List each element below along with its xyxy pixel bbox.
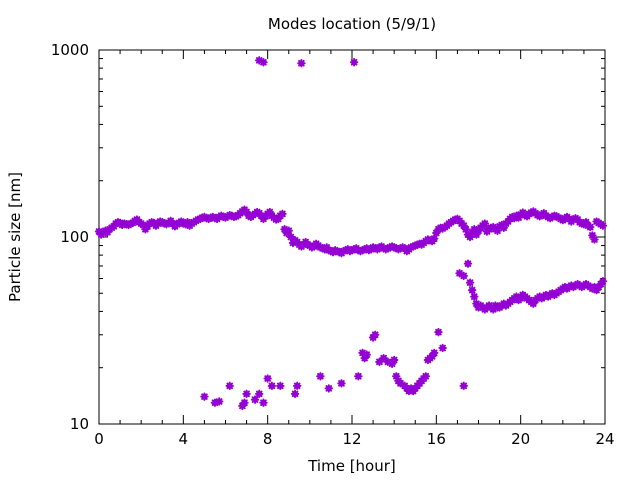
data-point — [349, 58, 359, 67]
data-point — [434, 327, 443, 337]
data-point — [586, 222, 595, 232]
data-point — [280, 225, 289, 234]
data-point — [493, 226, 502, 235]
data-point — [375, 357, 384, 367]
plot-area: 0 4 8 12 16 20 24 10 100 1000 — [51, 41, 615, 448]
data-point — [598, 277, 608, 286]
x-tick-label: 24 — [595, 430, 614, 448]
data-point — [225, 381, 234, 391]
data-point — [467, 228, 477, 238]
data-point — [290, 389, 300, 399]
data-point — [598, 221, 608, 230]
data-point — [459, 221, 468, 230]
y-tick-label: 10 — [70, 415, 89, 433]
data-point — [265, 207, 274, 217]
data-point — [430, 234, 439, 243]
data-point — [242, 389, 251, 399]
data-point — [427, 352, 437, 361]
chart-title: Modes location (5/9/1) — [268, 15, 436, 33]
y-tick-label: 1000 — [51, 41, 89, 59]
data-point — [242, 207, 251, 217]
data-point — [259, 58, 268, 67]
data-point — [588, 231, 597, 240]
data-point — [461, 225, 471, 234]
x-tick-label: 0 — [94, 430, 104, 448]
data-point — [512, 292, 521, 301]
x-tick-label: 16 — [427, 430, 446, 448]
data-point — [240, 398, 249, 407]
x-axis-label: Time [hour] — [307, 457, 396, 475]
data-point — [463, 259, 473, 268]
data-point — [214, 397, 224, 406]
data-point — [297, 58, 306, 68]
data-point — [263, 374, 272, 383]
data-point — [459, 271, 468, 281]
data-point — [472, 299, 481, 308]
data-point — [358, 348, 367, 358]
data-point — [421, 372, 430, 381]
data-point — [362, 350, 371, 359]
x-tick-label: 4 — [179, 430, 189, 448]
data-point — [276, 381, 285, 391]
y-tick-label: 100 — [60, 228, 89, 246]
data-point — [499, 223, 508, 232]
data-point — [292, 381, 302, 391]
data-point — [489, 305, 498, 314]
data-point — [324, 384, 334, 393]
data-point — [210, 398, 220, 407]
data-point — [430, 348, 439, 358]
data-point — [255, 56, 264, 65]
data-point — [379, 353, 388, 363]
data-point — [581, 217, 591, 227]
x-tick-label: 8 — [263, 430, 273, 448]
data-point — [467, 285, 477, 295]
y-axis-label: Particle size [nm] — [6, 172, 24, 302]
data-point — [383, 357, 393, 367]
data-point — [259, 398, 268, 407]
data-point — [267, 381, 277, 391]
data-point — [250, 395, 260, 404]
data-point — [455, 269, 464, 278]
data-point — [396, 379, 405, 388]
data-point — [590, 235, 599, 244]
data-point — [480, 219, 490, 228]
data-point — [470, 292, 479, 301]
data-point — [387, 359, 397, 368]
data-point — [286, 232, 296, 242]
data-point — [392, 372, 401, 381]
data-point — [432, 228, 441, 238]
data-point — [465, 232, 475, 242]
data-point — [316, 372, 325, 381]
data-point — [278, 209, 287, 219]
data-point — [200, 392, 209, 401]
data-point — [465, 278, 475, 287]
data-point — [139, 220, 148, 230]
data-point — [438, 343, 447, 353]
data-point — [183, 217, 192, 227]
plot-frame — [98, 49, 606, 425]
data-point — [360, 353, 369, 363]
data-point — [529, 299, 538, 308]
data-point — [459, 381, 468, 391]
data-point — [370, 330, 380, 339]
data-point — [470, 225, 479, 234]
data-point — [472, 230, 481, 239]
data-point — [255, 389, 264, 399]
x-tick-label: 12 — [342, 430, 361, 448]
data-point — [516, 294, 525, 303]
data-point — [389, 355, 399, 365]
data-point — [354, 372, 363, 381]
data-point — [284, 226, 293, 235]
x-tick-label: 20 — [511, 430, 530, 448]
data-point — [337, 379, 346, 388]
